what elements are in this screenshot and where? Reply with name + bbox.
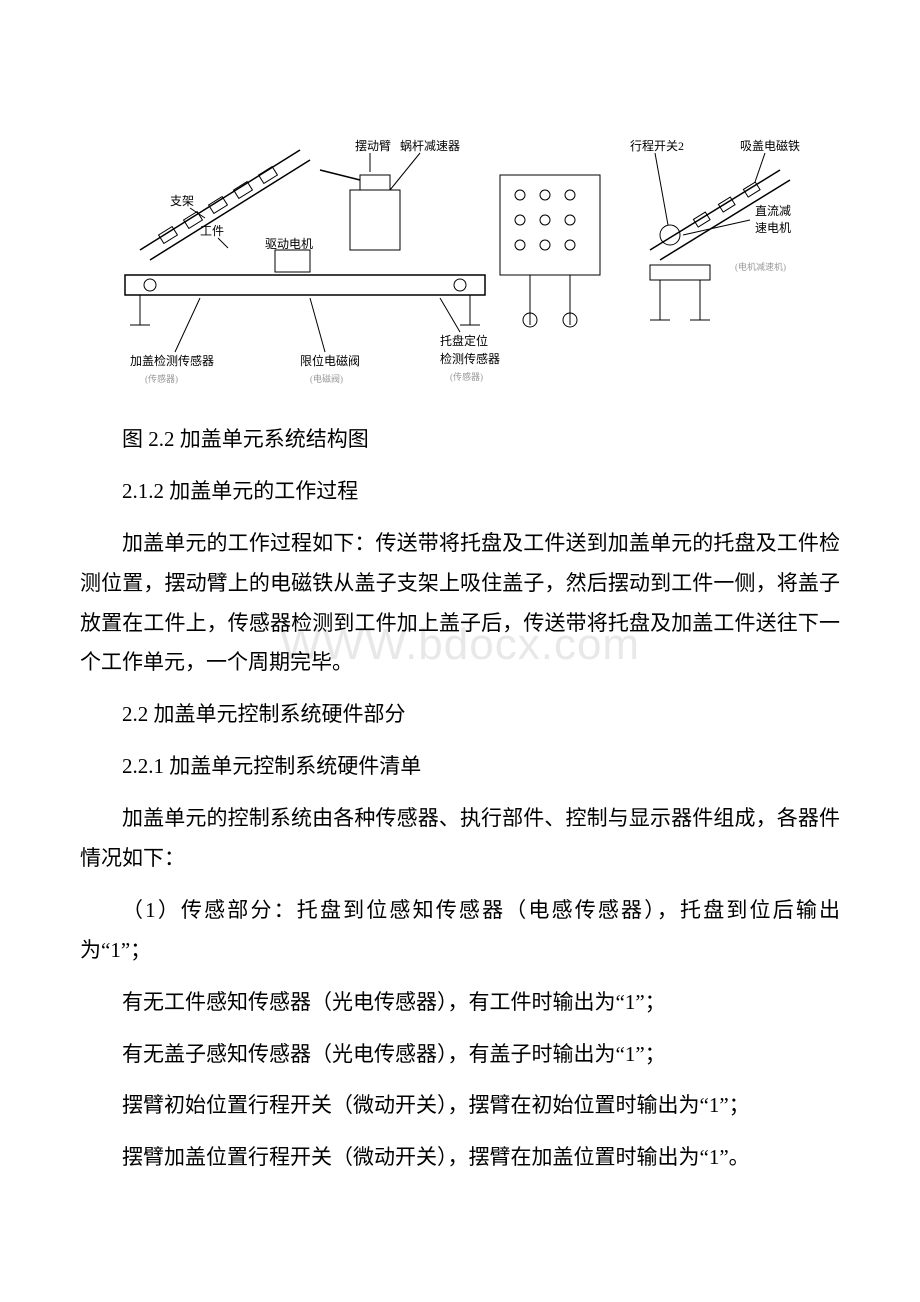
label-cap-detect: 加盖检测传感器 <box>130 353 214 368</box>
label-workpiece: 工件 <box>200 224 224 238</box>
label-limit-solenoid: 限位电磁阀 <box>300 353 360 368</box>
control-panel <box>500 175 600 327</box>
label-dc-reducer-2: 速电机 <box>755 221 791 235</box>
diagram-container: 支架 工件 摆动臂 蜗杆减速器 <box>80 120 840 400</box>
heading-22: 2.2 加盖单元控制系统硬件部分 <box>80 695 840 735</box>
sublabel-1: (传感器) <box>145 373 178 384</box>
label-dc-reducer-1: 直流减 <box>755 204 791 218</box>
conveyor-base <box>125 275 485 325</box>
label-cap-electromagnet: 吸盖电磁铁 <box>740 138 800 153</box>
label-drive-motor: 驱动电机 <box>265 237 313 251</box>
label-worm-reducer: 蜗杆减速器 <box>400 138 460 153</box>
diagram-caption: 图 2.2 加盖单元系统结构图 <box>80 420 840 460</box>
para-sensor5: 摆臂加盖位置行程开关（微动开关），摆臂在加盖位置时输出为“1”。 <box>80 1138 840 1178</box>
label-detect-sensor: 检测传感器 <box>440 351 500 366</box>
label-tray-pos: 托盘定位 <box>440 333 488 348</box>
sublabel-3: (传感器) <box>450 371 483 382</box>
label-swing-arm: 摆动臂 <box>355 139 391 153</box>
heading-212: 2.1.2 加盖单元的工作过程 <box>80 472 840 512</box>
diagram-svg: 支架 工件 摆动臂 蜗杆减速器 <box>100 120 820 400</box>
page-content: 支架 工件 摆动臂 蜗杆减速器 <box>0 0 920 1230</box>
para-212: 加盖单元的工作过程如下：传送带将托盘及工件送到加盖单元的托盘及工件检测位置，摆动… <box>80 524 840 684</box>
right-bracket <box>650 170 790 320</box>
para-221-intro: 加盖单元的控制系统由各种传感器、执行部件、控制与显示器件组成，各器件情况如下： <box>80 799 840 879</box>
swing-arm-group: 摆动臂 蜗杆减速器 <box>320 138 460 250</box>
heading-221: 2.2.1 加盖单元控制系统硬件清单 <box>80 747 840 787</box>
sublabel-4: (电机减速机) <box>735 261 786 272</box>
sublabel-2: (电磁阀) <box>310 373 343 384</box>
diagram: 支架 工件 摆动臂 蜗杆减速器 <box>100 120 820 400</box>
para-sensor4: 摆臂初始位置行程开关（微动开关），摆臂在初始位置时输出为“1”； <box>80 1086 840 1126</box>
drive-motor-group: 驱动电机 <box>265 237 313 272</box>
para-sensor2: 有无工件感知传感器（光电传感器），有工件时输出为“1”； <box>80 983 840 1023</box>
label-bracket: 支架 <box>170 194 194 208</box>
para-sensor1: （1）传感部分：托盘到位感知传感器（电感传感器），托盘到位后输出为“1”； <box>80 891 840 971</box>
label-limit-switch2: 行程开关2 <box>630 138 684 153</box>
para-sensor3: 有无盖子感知传感器（光电传感器），有盖子时输出为“1”； <box>80 1035 840 1075</box>
